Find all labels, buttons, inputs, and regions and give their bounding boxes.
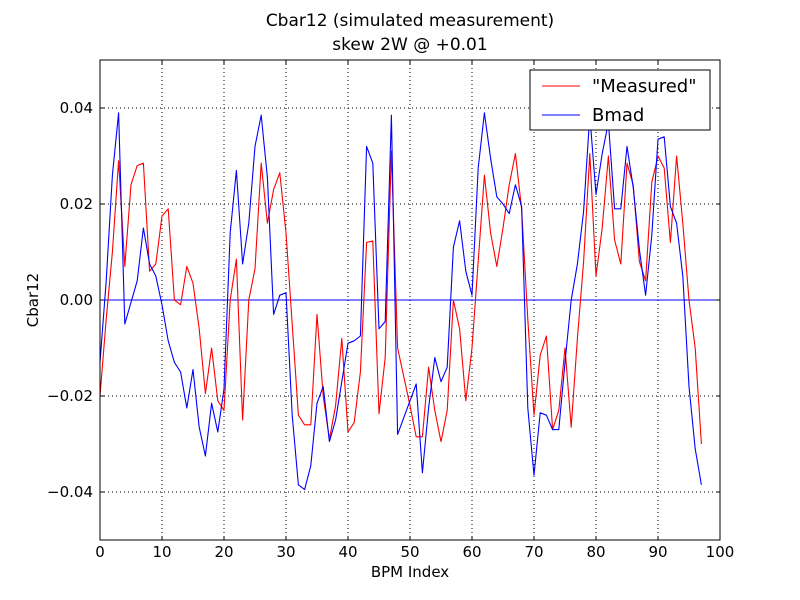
x-tick-label: 20 xyxy=(214,543,233,561)
x-tick-label: 60 xyxy=(462,543,481,561)
x-tick-label: 10 xyxy=(152,543,171,561)
y-tick-label: −0.02 xyxy=(47,387,93,405)
x-tick-label: 90 xyxy=(648,543,667,561)
y-tick-label: −0.04 xyxy=(47,483,93,501)
x-tick-label: 0 xyxy=(95,543,105,561)
y-tick-label: 0.00 xyxy=(60,291,93,309)
x-tick-label: 80 xyxy=(586,543,605,561)
y-axis-label: Cbar12 xyxy=(24,273,42,327)
legend-label-bmad: Bmad xyxy=(592,105,644,126)
chart-subtitle: skew 2W @ +0.01 xyxy=(332,35,487,55)
chart-title: Cbar12 (simulated measurement) xyxy=(266,11,554,31)
legend-box xyxy=(529,69,711,131)
legend-label-measured: "Measured" xyxy=(592,76,696,97)
x-tick-label: 50 xyxy=(400,543,419,561)
x-tick-label: 30 xyxy=(276,543,295,561)
x-tick-label: 40 xyxy=(338,543,357,561)
tick-layer: 0 10 20 30 40 50 60 70 80 90 100 −0.04 −0.02 0.00 0.02… xyxy=(47,60,734,561)
y-tick-label: 0.04 xyxy=(60,99,93,117)
series-line-measured xyxy=(99,150,702,445)
x-axis-label: BPM Index xyxy=(371,563,449,581)
x-tick-label: 100 xyxy=(706,543,735,561)
x-tick-label: 70 xyxy=(524,543,543,561)
legend: "Measured" Bmad xyxy=(529,69,711,131)
series-line-bmad xyxy=(99,112,702,491)
y-tick-label: 0.02 xyxy=(60,195,93,213)
series-layer xyxy=(99,112,702,491)
